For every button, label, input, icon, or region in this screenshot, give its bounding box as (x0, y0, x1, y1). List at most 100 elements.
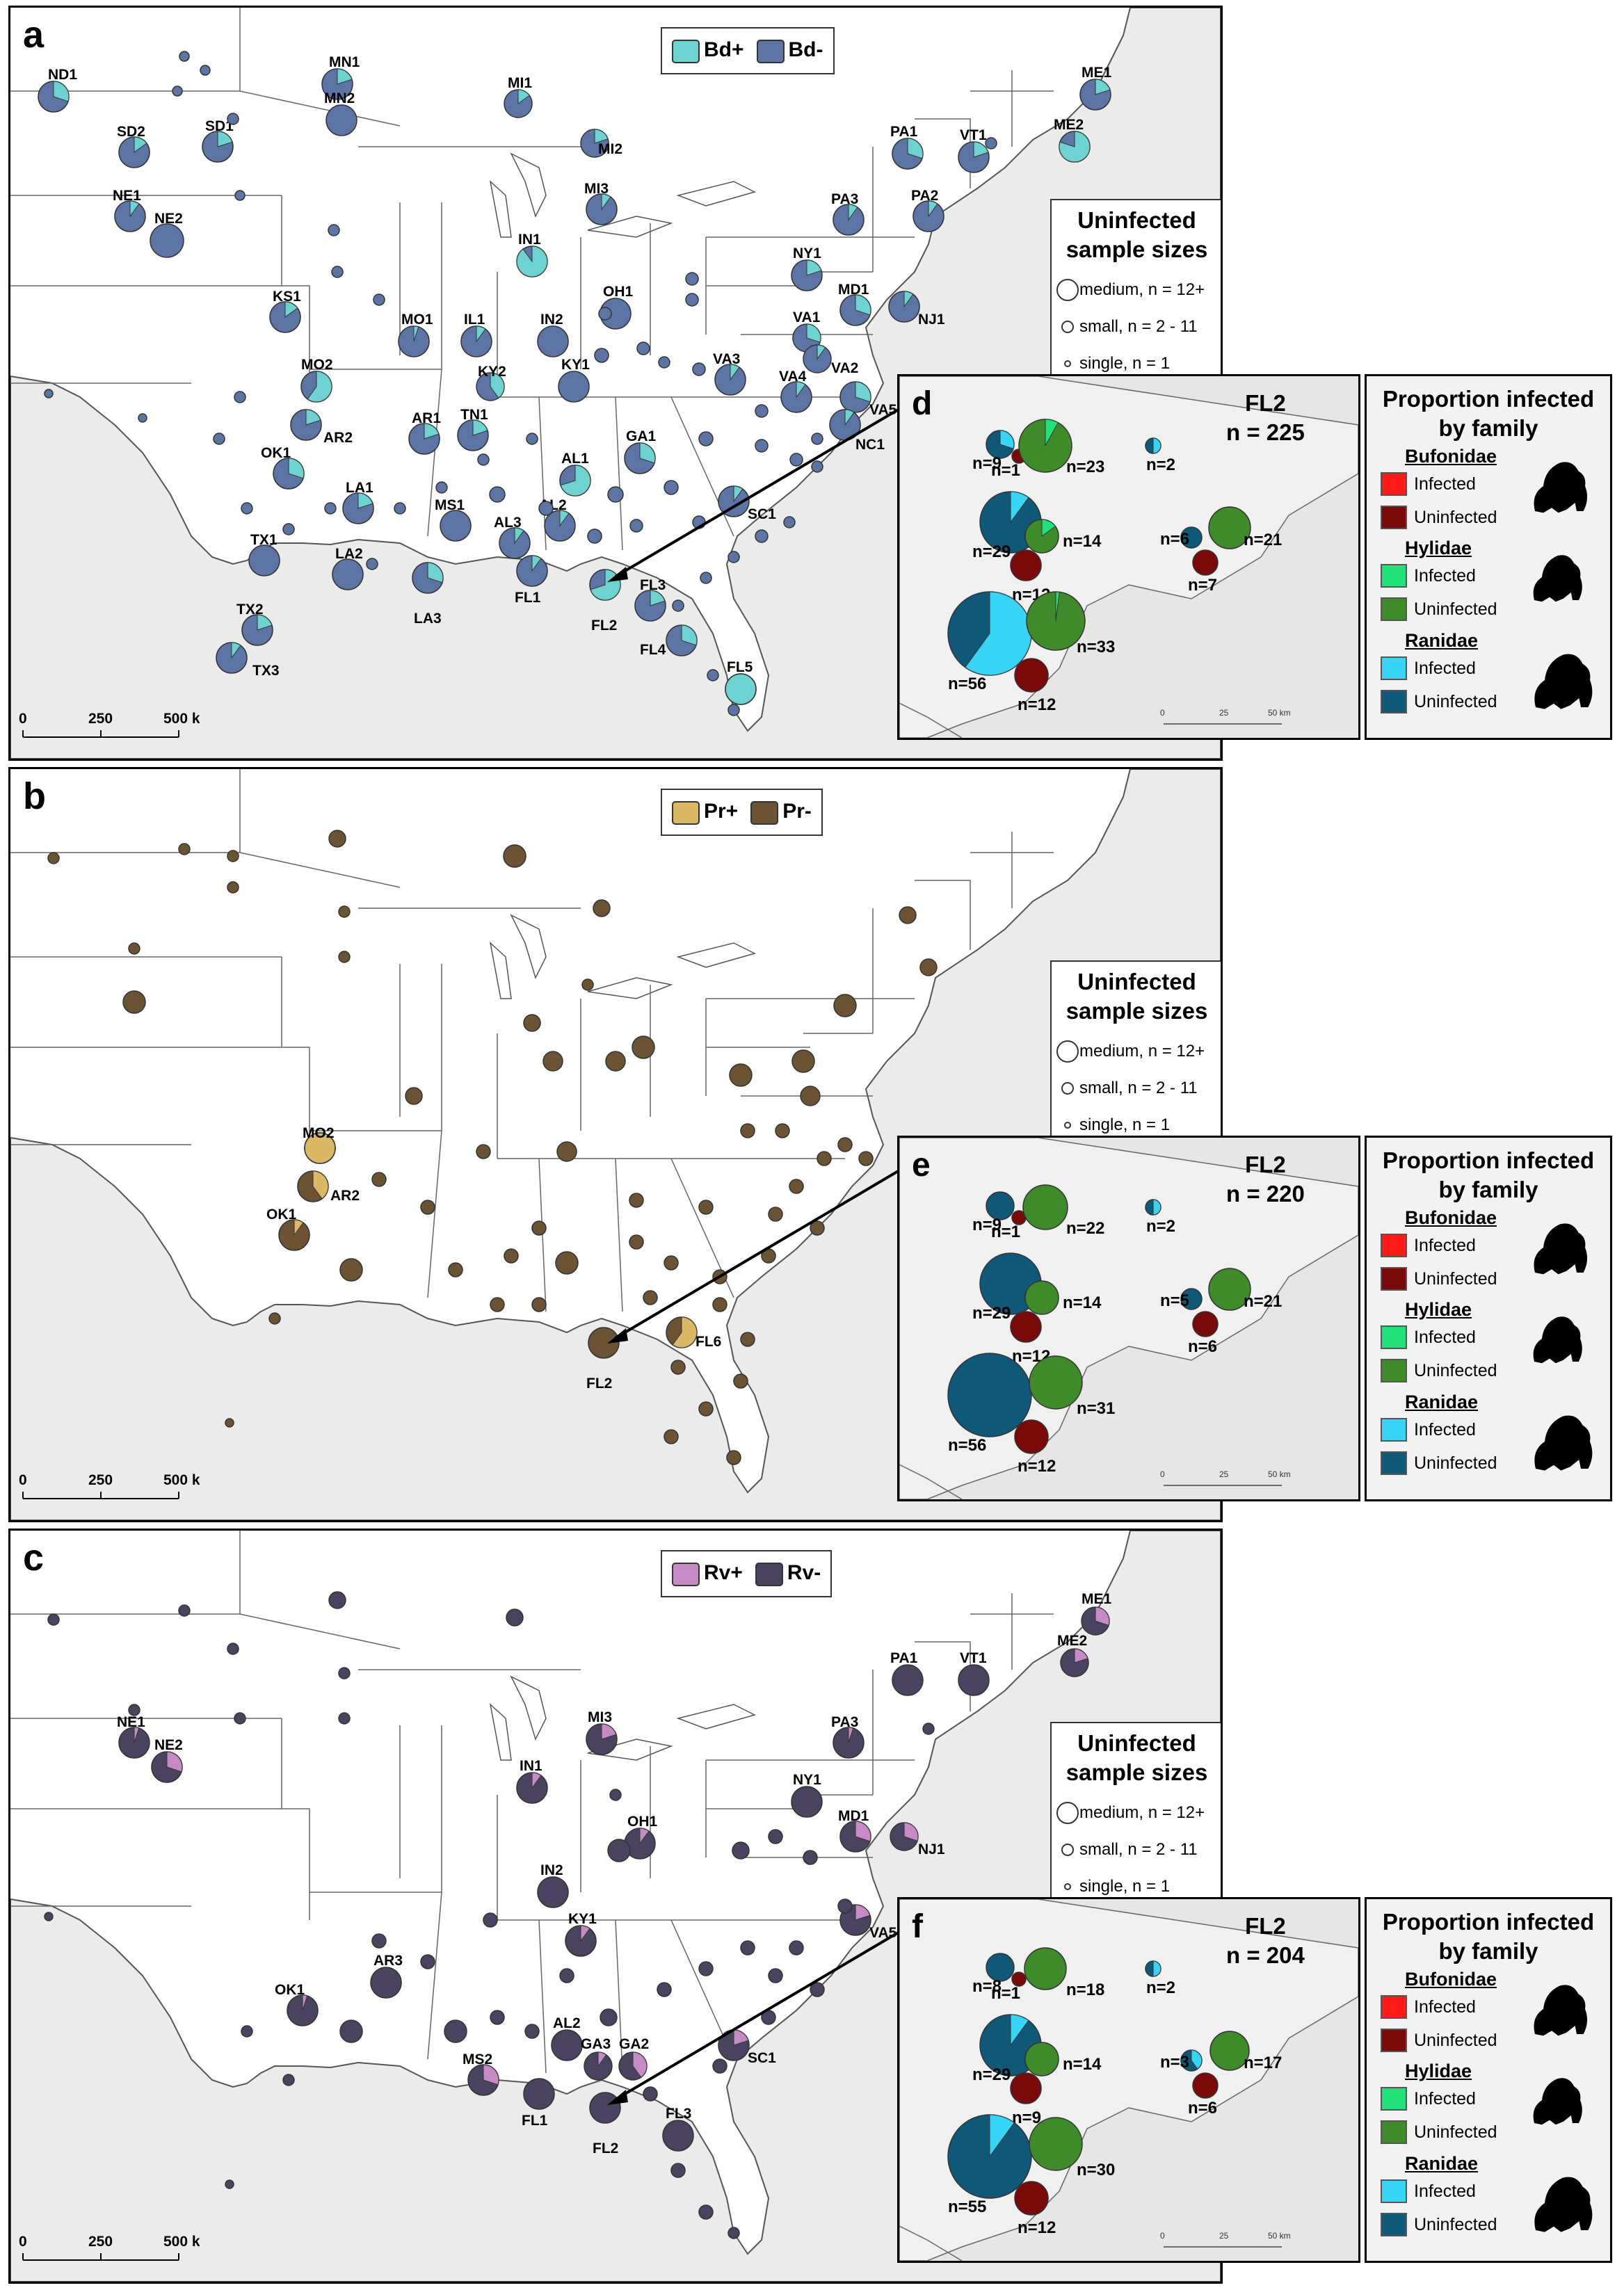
rana-infected: Infected (1381, 656, 1476, 680)
family-title-1: Proportion infected (1382, 1909, 1595, 1935)
site-marker (241, 502, 253, 515)
site-marker (178, 843, 191, 855)
inset-title: FL2 n = 204 (1226, 1912, 1305, 1970)
site-label: TX3 (252, 663, 280, 679)
toad-silhouette-icon (1527, 1214, 1593, 1284)
site-marker (537, 325, 569, 357)
pathogen-legend: Pr+ Pr- (661, 789, 823, 836)
site-marker (172, 86, 183, 97)
panel-letter: b (23, 775, 46, 817)
site-marker (544, 510, 576, 542)
inset-count-label: n=18 (1066, 1981, 1104, 1999)
site-marker (324, 502, 337, 515)
site-label: KY1 (568, 1911, 597, 1927)
site-label: VA3 (713, 351, 740, 367)
site-marker (810, 1982, 825, 1997)
family-pie (1024, 519, 1059, 554)
site-marker (768, 1829, 783, 1844)
legend-swatch (750, 800, 779, 825)
site-marker (892, 138, 924, 170)
site-marker (839, 1821, 871, 1853)
size-medium: medium, n = 12+ (1056, 1040, 1205, 1063)
legend-label: Rv+ (704, 1561, 743, 1585)
legend-item: Rv- (755, 1561, 821, 1586)
site-marker (629, 1193, 644, 1208)
treefrog-silhouette-icon (1527, 1308, 1588, 1373)
rana-uninfected-swatch (1381, 690, 1407, 713)
frog-silhouette-icon (1527, 2167, 1599, 2243)
site-label: IN2 (540, 1862, 563, 1878)
site-label: VA5 (869, 1925, 897, 1941)
site-label: IN2 (540, 312, 563, 328)
site-marker (725, 673, 757, 705)
scale-bar: 0 250 500 km (19, 705, 213, 752)
site-marker (800, 1086, 821, 1106)
sample-size-legend: Uninfected sample sizes medium, n = 12+ s… (1050, 960, 1221, 1158)
inset-title: FL2 n = 220 (1226, 1150, 1305, 1209)
inset-scale-zero: 0 (1160, 708, 1165, 718)
site-marker (151, 1751, 183, 1783)
site-marker (755, 439, 769, 453)
site-label: MS1 (435, 497, 465, 513)
site-marker (837, 1898, 853, 1914)
site-marker (477, 453, 490, 466)
inset-count-label: n=7 (1188, 576, 1217, 595)
site-marker (290, 409, 322, 441)
inset-n: n = 220 (1226, 1181, 1305, 1207)
inset-count-label: n=31 (1077, 1399, 1115, 1418)
site-marker (227, 881, 239, 894)
site-marker (634, 590, 666, 622)
site-marker (586, 1723, 618, 1755)
site-marker (605, 1051, 626, 1072)
site-marker (789, 453, 803, 467)
site-label: TX2 (236, 602, 264, 618)
site-marker (338, 905, 351, 918)
site-marker (241, 2025, 253, 2038)
site-marker (700, 572, 712, 584)
site-marker (516, 1772, 548, 1804)
rana-uninfected-label: Uninfected (1414, 1453, 1497, 1473)
site-marker (664, 1255, 679, 1271)
site-marker (581, 978, 594, 991)
sizes-title-1: Uninfected (1077, 969, 1196, 994)
site-marker (833, 1727, 865, 1759)
site-marker (179, 51, 190, 62)
site-marker (304, 1132, 336, 1164)
inset-count-label: n=29 (972, 1304, 1011, 1323)
legend-swatch (755, 1562, 783, 1586)
inset-panel-e: 0 25 50 km n=9 n=1 n=22 n=2 n=29 n=14 n=12 n=5 n=21… (897, 1136, 1360, 1501)
inset-scale-zero: 0 (1160, 2231, 1165, 2241)
site-label: IN1 (518, 232, 541, 248)
inset-count-label: n=12 (1018, 1457, 1056, 1476)
inset-count-label: n=21 (1244, 531, 1282, 549)
family-title-1: Proportion infected (1382, 1147, 1595, 1173)
site-marker (523, 2078, 555, 2110)
site-marker (524, 2024, 540, 2039)
site-marker (523, 1014, 541, 1032)
family-pie (986, 1191, 1015, 1220)
site-marker (339, 1258, 363, 1282)
site-marker (629, 519, 643, 533)
legend-item: Bd+ (672, 38, 744, 63)
site-label: AL1 (561, 451, 589, 467)
site-marker (727, 2227, 740, 2239)
inset-count-label: n=9 (972, 454, 1002, 473)
site-label: OH1 (627, 1814, 658, 1830)
site-marker (817, 1151, 832, 1166)
site-marker (300, 371, 332, 403)
site-label: TX1 (250, 532, 278, 548)
site-marker (331, 266, 344, 278)
hyla-uninfected-label: Uninfected (1414, 2122, 1497, 2142)
site-marker (789, 1179, 804, 1194)
site-label: ME2 (1057, 1633, 1087, 1649)
site-marker (985, 137, 997, 150)
inset-count-label: n=14 (1063, 1293, 1102, 1312)
site-marker (707, 669, 719, 682)
family-pie (947, 1353, 1032, 1437)
hyla-uninfected: Uninfected (1381, 2120, 1497, 2144)
site-marker (339, 2019, 363, 2043)
inset-count-label: n=2 (1146, 1978, 1175, 1997)
inset-count-label: n=33 (1077, 638, 1115, 656)
site-label: SC1 (748, 2050, 776, 2066)
inset-scale-mid: 25 (1219, 1469, 1229, 1479)
